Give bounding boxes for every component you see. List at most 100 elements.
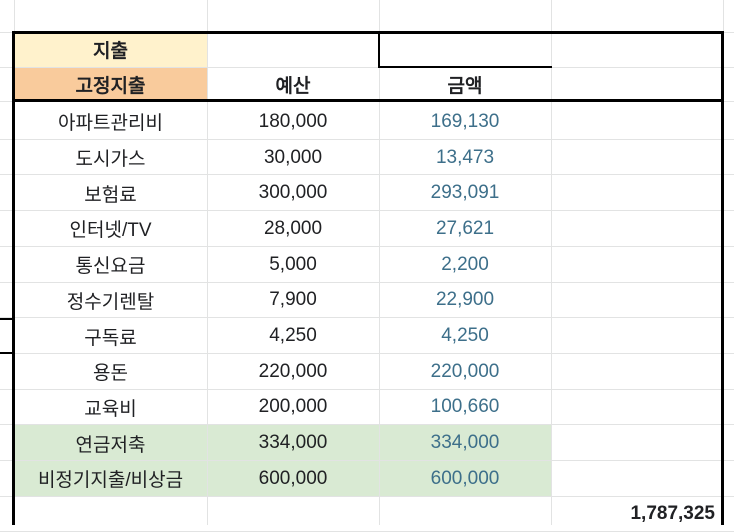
grid-row-line <box>0 424 734 425</box>
row-amount-cell[interactable]: 2,200 <box>379 247 551 283</box>
table-border-line <box>12 99 724 102</box>
row-budget: 180,000 <box>258 110 328 132</box>
row-amount-cell[interactable]: 600,000 <box>379 461 551 497</box>
grid-row-line <box>0 389 734 390</box>
grid-row-line <box>0 210 734 211</box>
row-amount-cell[interactable]: 100,660 <box>379 390 551 426</box>
row-budget-cell[interactable]: 200,000 <box>207 390 379 426</box>
table-border-line <box>378 31 380 67</box>
row-budget: 28,000 <box>263 217 323 239</box>
row-item-cell[interactable]: 용돈 <box>14 354 207 390</box>
header-category: 고정지출 <box>75 75 146 97</box>
row-item: 용돈 <box>93 363 128 385</box>
grid-row-line <box>0 246 734 247</box>
row-item: 정수기렌탈 <box>66 291 155 313</box>
row-amount: 169,130 <box>430 110 500 132</box>
row-item: 연금저축 <box>75 434 146 456</box>
row-item-cell[interactable]: 도시가스 <box>14 140 207 176</box>
grid-column-line <box>551 0 552 525</box>
grid-column-line <box>207 0 208 525</box>
row-budget-cell[interactable]: 600,000 <box>207 461 379 497</box>
table-border-line <box>0 352 12 354</box>
row-amount: 27,621 <box>435 217 495 239</box>
row-amount: 13,473 <box>435 146 495 168</box>
grid-row-line <box>0 139 734 140</box>
grid-row-line <box>0 282 734 283</box>
row-item-cell[interactable]: 비정기지출/비상금 <box>14 461 207 497</box>
row-amount: 2,200 <box>441 253 489 275</box>
grid-row-line <box>0 174 734 175</box>
row-item: 보험료 <box>84 184 137 206</box>
row-budget-cell[interactable]: 30,000 <box>207 140 379 176</box>
row-item: 아파트관리비 <box>58 113 163 135</box>
row-budget-cell[interactable]: 300,000 <box>207 175 379 211</box>
grid-row-line <box>0 67 734 68</box>
row-budget: 300,000 <box>258 182 328 204</box>
row-item-cell[interactable]: 교육비 <box>14 390 207 426</box>
row-item: 구독료 <box>84 327 137 349</box>
header-budget: 예산 <box>275 75 311 97</box>
row-budget-cell[interactable]: 4,250 <box>207 318 379 354</box>
row-amount: 220,000 <box>430 360 500 382</box>
row-amount: 293,091 <box>430 182 500 204</box>
row-amount: 600,000 <box>430 467 500 489</box>
total-value: 1,787,325 <box>630 503 715 524</box>
grid-row-line <box>0 317 734 318</box>
row-budget: 30,000 <box>263 146 323 168</box>
row-item-cell[interactable]: 정수기렌탈 <box>14 283 207 319</box>
row-budget: 200,000 <box>258 396 328 418</box>
row-budget-cell[interactable]: 7,900 <box>207 283 379 319</box>
grid-row-line <box>0 353 734 354</box>
row-item-cell[interactable]: 아파트관리비 <box>14 104 207 140</box>
row-budget-cell[interactable]: 28,000 <box>207 211 379 247</box>
row-item: 인터넷/TV <box>69 220 152 242</box>
grid-column-line <box>379 0 380 525</box>
row-item: 비정기지출/비상금 <box>37 470 184 492</box>
table-border-line <box>721 31 724 525</box>
section-title: 지출 <box>93 41 128 62</box>
row-amount: 334,000 <box>430 432 500 454</box>
row-amount-cell[interactable]: 220,000 <box>379 354 551 390</box>
row-item-cell[interactable]: 통신요금 <box>14 247 207 283</box>
table-border-line <box>12 31 724 34</box>
row-amount-cell[interactable]: 293,091 <box>379 175 551 211</box>
row-budget: 7,900 <box>269 289 317 311</box>
row-amount: 4,250 <box>441 325 489 347</box>
row-item-cell[interactable]: 보험료 <box>14 175 207 211</box>
row-budget: 334,000 <box>258 432 328 454</box>
header-amount: 금액 <box>447 75 483 97</box>
row-item-cell[interactable]: 인터넷/TV <box>14 211 207 247</box>
row-budget-cell[interactable]: 5,000 <box>207 247 379 283</box>
row-budget-cell[interactable]: 334,000 <box>207 425 379 461</box>
row-amount-cell[interactable]: 169,130 <box>379 104 551 140</box>
row-item: 교육비 <box>84 398 137 420</box>
section-title-cell[interactable]: 지출 <box>14 32 207 67</box>
row-budget: 5,000 <box>269 253 317 275</box>
row-budget: 600,000 <box>258 467 328 489</box>
grid-row-line <box>0 460 734 461</box>
row-amount-cell[interactable]: 4,250 <box>379 318 551 354</box>
header-category-cell[interactable]: 고정지출 <box>14 67 207 101</box>
row-amount-cell[interactable]: 334,000 <box>379 425 551 461</box>
row-item: 통신요금 <box>75 256 146 278</box>
row-budget-cell[interactable]: 180,000 <box>207 104 379 140</box>
table-border-line <box>0 318 12 320</box>
row-amount: 22,900 <box>435 289 495 311</box>
row-item: 도시가스 <box>75 149 146 171</box>
row-budget-cell[interactable]: 220,000 <box>207 354 379 390</box>
grid-row-line <box>0 496 734 497</box>
row-item-cell[interactable]: 구독료 <box>14 318 207 354</box>
row-budget: 220,000 <box>258 360 328 382</box>
table-border-line <box>378 66 552 68</box>
row-budget: 4,250 <box>269 325 317 347</box>
row-amount-cell[interactable]: 27,621 <box>379 211 551 247</box>
header-budget-cell[interactable]: 예산 <box>207 67 379 101</box>
row-amount: 100,660 <box>430 396 500 418</box>
header-amount-cell[interactable]: 금액 <box>379 67 551 101</box>
total-cell[interactable]: 1,787,325 <box>551 497 723 531</box>
row-amount-cell[interactable]: 22,900 <box>379 283 551 319</box>
row-item-cell[interactable]: 연금저축 <box>14 425 207 461</box>
row-amount-cell[interactable]: 13,473 <box>379 140 551 176</box>
table-border-line <box>12 31 15 525</box>
